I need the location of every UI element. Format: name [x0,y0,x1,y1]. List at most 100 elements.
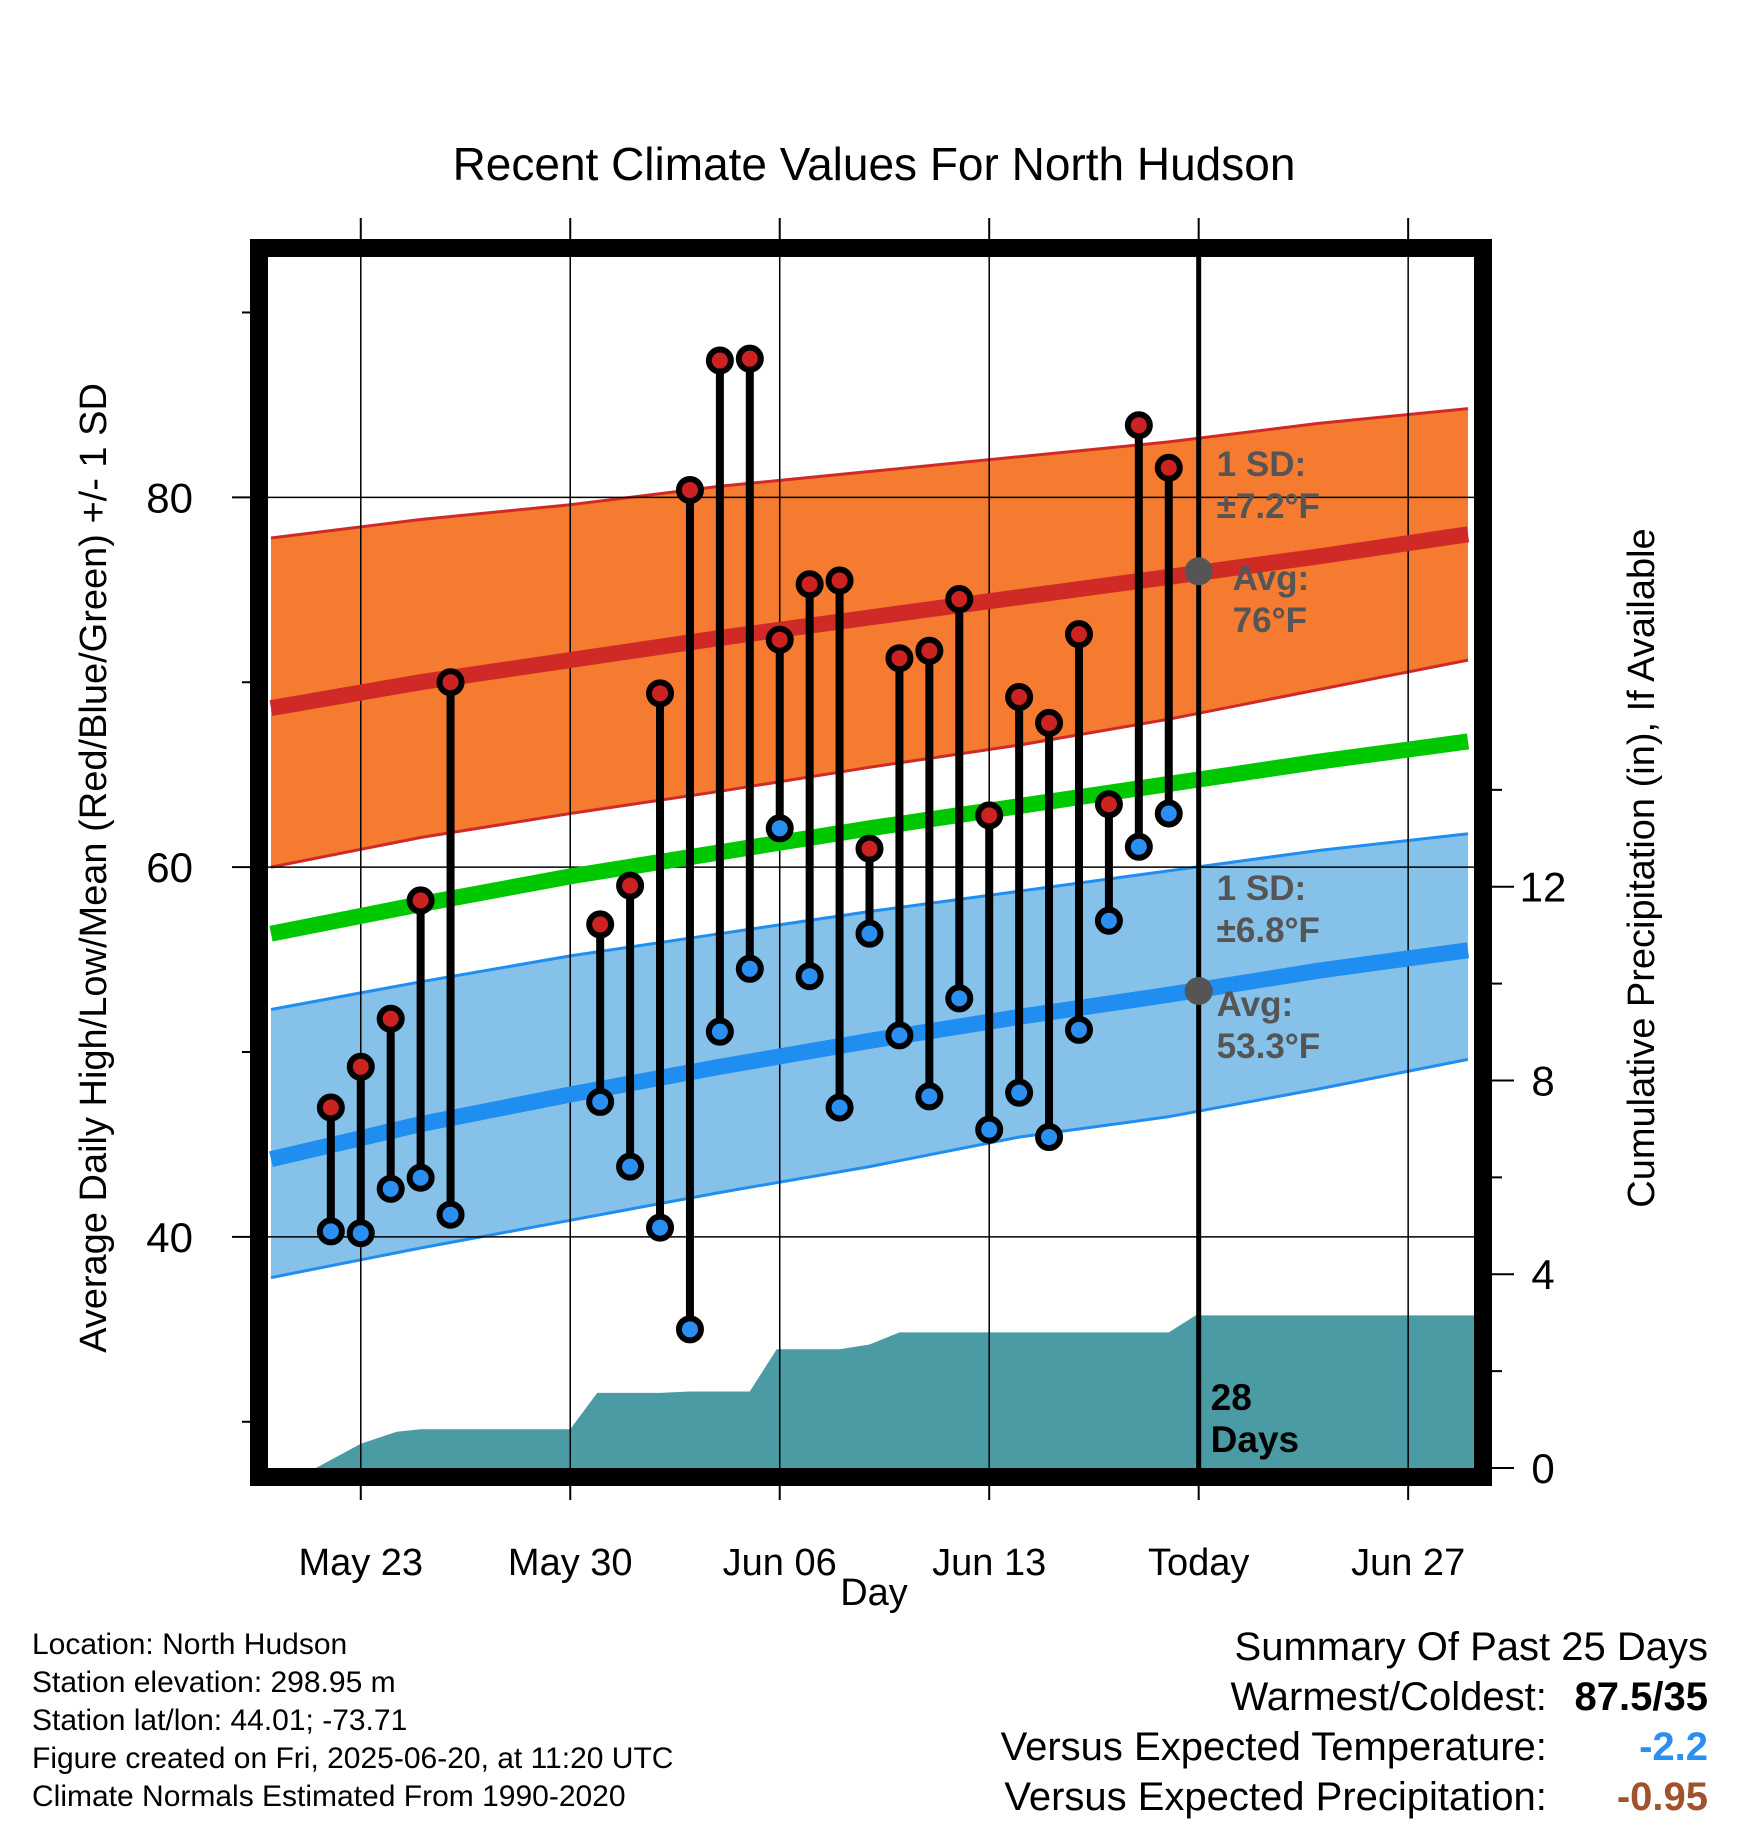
daily-low-point [586,1087,615,1116]
created-text: Figure created on Fri, 2025-06-20, at 11… [32,1742,674,1775]
high-avg-marker [1184,557,1213,586]
daily-low-point [1154,799,1183,828]
daily-low-point [1094,906,1123,935]
x-tick-label: May 30 [508,1542,633,1584]
daily-low-point [915,1082,944,1111]
daily-low-point [616,1152,645,1181]
daily-low-point [825,1093,854,1122]
summary-temp: Versus Expected Temperature: -2.2 [1001,1722,1708,1772]
warmest-coldest-label: Warmest/Coldest: [1230,1675,1547,1719]
daily-high-point [1035,708,1064,737]
low-band-lower-edge [270,1057,1469,1280]
summary-warmest-coldest: Warmest/Coldest: 87.5/35 [1001,1672,1709,1722]
daily-high-point [795,570,824,599]
daily-high-point [855,834,884,863]
high-band-upper-edge [270,407,1469,540]
daily-low-point [1035,1123,1064,1152]
daily-high-point [885,644,914,673]
high-mean-line [269,526,1470,716]
days-unit-label: Days [1211,1419,1299,1460]
y-right-tick-label: 0 [1531,1445,1554,1492]
y-right-tick-label: 8 [1531,1057,1554,1104]
x-tick-label: Jun 13 [932,1542,1046,1584]
high-avg-label: Avg: [1233,559,1309,598]
daily-low-point [705,1017,734,1046]
low-sd-label: 1 SD: [1217,869,1306,908]
daily-high-point [406,886,435,915]
daily-high-point [1005,683,1034,712]
daily-low-point [406,1163,435,1192]
summary-title: Summary Of Past 25 Days [1234,1625,1708,1669]
daily-low-point [376,1174,405,1203]
daily-low-point [675,1315,704,1344]
temp-anomaly-label: Versus Expected Temperature: [1000,1725,1547,1769]
daily-high-point [1124,411,1153,440]
daily-low-point [945,984,974,1013]
y-right-tick-label: 4 [1531,1251,1554,1298]
daily-high-point [915,636,944,665]
daily-low-point [1124,832,1153,861]
low-avg-label: Avg: [1217,985,1293,1024]
daily-high-point [316,1093,345,1122]
high-sd-value: ±7.2°F [1217,487,1320,526]
daily-high-point [646,679,675,708]
chart-title: Recent Climate Values For North Hudson [453,138,1296,190]
daily-low-point [316,1217,345,1246]
daily-high-point [705,346,734,375]
daily-high-point [945,585,974,614]
daily-high-point [1094,790,1123,819]
daily-high-point [376,1004,405,1033]
precip-anomaly-value: -0.95 [1616,1775,1708,1819]
daily-high-point [436,668,465,697]
low-avg-marker [1184,976,1213,1005]
warmest-coldest-value: 87.5/35 [1574,1675,1708,1719]
y-right-tick-label: 12 [1520,864,1567,911]
y-axis-left-label: Average Daily High/Low/Mean (Red/Blue/Gr… [73,383,115,1353]
daily-low-point [1064,1015,1093,1044]
daily-low-point [765,814,794,843]
normals-text: Climate Normals Estimated From 1990-2020 [32,1780,626,1813]
precipitation-area [271,1315,1474,1468]
low-sd-value: ±6.8°F [1217,911,1320,950]
low-mean-line [269,942,1470,1167]
x-tick-label: May 23 [298,1542,423,1584]
x-tick-label: Jun 06 [723,1542,837,1584]
daily-low-point [436,1200,465,1229]
daily-high-point [735,344,764,373]
elevation-text: Station elevation: 298.95 m [32,1666,396,1699]
y-left-tick-label: 40 [146,1214,193,1261]
daily-high-point [825,566,854,595]
high-band-lower-edge [270,658,1469,869]
x-tick-label: Jun 27 [1351,1542,1465,1584]
y-left-tick-label: 60 [146,844,193,891]
days-count-label: 28 [1211,1377,1252,1418]
daily-low-point [795,962,824,991]
x-tick-label: Today [1148,1542,1249,1584]
daily-low-point [1005,1078,1034,1107]
temp-anomaly-value: -2.2 [1639,1725,1708,1769]
daily-high-point [765,625,794,654]
high-avg-value: 76°F [1233,601,1307,640]
station-info: Location: North Hudson Station elevation… [32,1626,673,1816]
daily-high-point [975,801,1004,830]
daily-high-point [616,871,645,900]
location-text: Location: North Hudson [32,1628,348,1661]
latlon-text: Station lat/lon: 44.01; -73.71 [32,1704,408,1737]
summary-precip: Versus Expected Precipitation: -0.95 [1001,1772,1708,1822]
daily-high-point [1064,620,1093,649]
plot-frame [250,239,1492,1486]
daily-low-point [735,954,764,983]
daily-low-point [646,1213,675,1242]
daily-low-point [885,1021,914,1050]
daily-high-point [1154,453,1183,482]
daily-high-point [675,475,704,504]
summary-panel: Summary Of Past 25 Days Warmest/Coldest:… [1001,1622,1708,1822]
daily-low-point [855,919,884,948]
low-avg-value: 53.3°F [1217,1027,1321,1066]
daily-high-point [346,1052,375,1081]
y-left-tick-label: 80 [146,474,193,521]
daily-low-point [975,1115,1004,1144]
y-axis-right-label: Cumulative Precipitation (in), If Availa… [1621,528,1663,1207]
daily-low-point [346,1219,375,1248]
